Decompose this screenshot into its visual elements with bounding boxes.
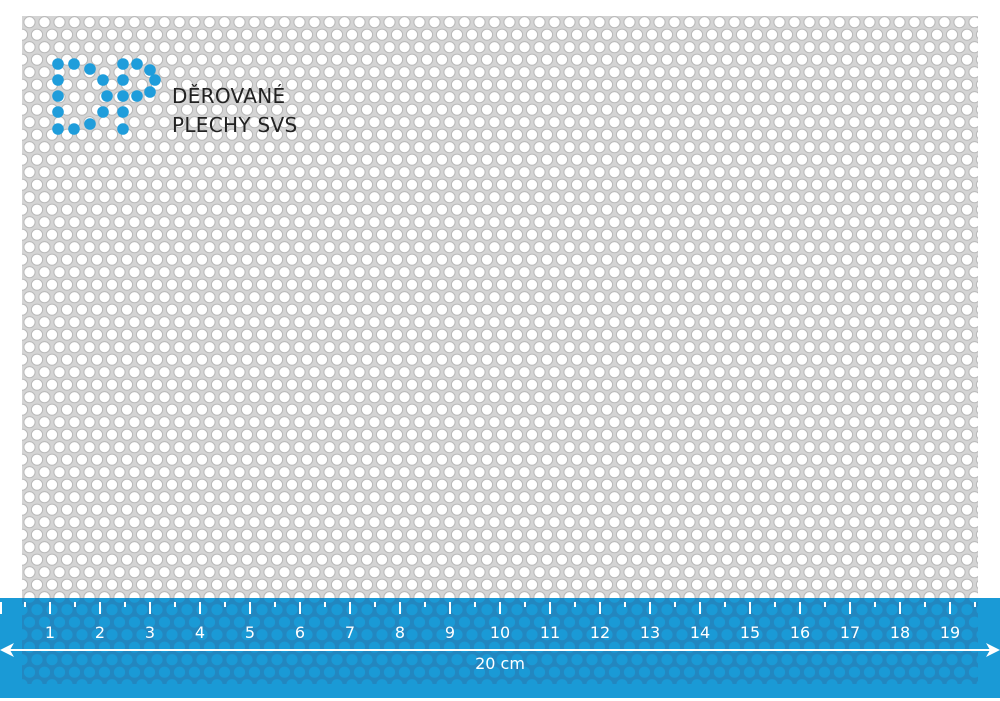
ruler-label: 16 [790,623,810,642]
ruler-label: 7 [345,623,355,642]
logo-dot [84,118,96,130]
logo-dot [117,58,129,70]
ruler: 1 2 3 4 5 6 7 8 9 10 11 12 13 14 15 16 17 18 19 [0,602,976,642]
ruler-label: 12 [590,623,610,642]
logo-dot [84,63,96,75]
ruler-label: 6 [295,623,305,642]
ruler-label: 13 [640,623,660,642]
dp-logo [52,58,161,135]
logo-dot [117,106,129,118]
ruler-label: 18 [890,623,910,642]
length-label: 20 cm [475,654,525,673]
logo-dot [97,106,109,118]
logo-dot [117,74,129,86]
logo-dot [117,123,129,135]
logo-dot [52,106,64,118]
arrow-right-icon [986,643,1000,657]
logo-dot [68,58,80,70]
ruler-label: 9 [445,623,455,642]
logo-dot [97,74,109,86]
brand-line-2: PLECHY SVS [172,113,298,137]
logo-dot [131,90,143,102]
logo-dot [68,123,80,135]
logo-dot [131,58,143,70]
arrow-left-icon [0,643,14,657]
ruler-label: 10 [490,623,510,642]
ruler-label: 14 [690,623,710,642]
length-arrow: 20 cm [0,643,1000,673]
logo-dot [52,74,64,86]
ruler-label: 5 [245,623,255,642]
ruler-label: 11 [540,623,560,642]
logo-dot [101,90,113,102]
logo-dot [52,58,64,70]
ruler-label: 2 [95,623,105,642]
ruler-label: 15 [740,623,760,642]
sheet [22,16,978,598]
brand-line-1: DĚROVANÉ [172,84,286,108]
ruler-label: 1 [45,623,55,642]
brand-name: DĚROVANÉ PLECHY SVS [172,82,298,140]
ruler-label: 4 [195,623,205,642]
ruler-label: 8 [395,623,405,642]
logo-dot [144,86,156,98]
logo-dot [149,74,161,86]
logo-dot [144,64,156,76]
ruler-label: 17 [840,623,860,642]
ruler-label: 3 [145,623,155,642]
logo-dot [52,90,64,102]
ruler-label: 19 [940,623,960,642]
logo-dot [52,123,64,135]
logo-dot [117,90,129,102]
